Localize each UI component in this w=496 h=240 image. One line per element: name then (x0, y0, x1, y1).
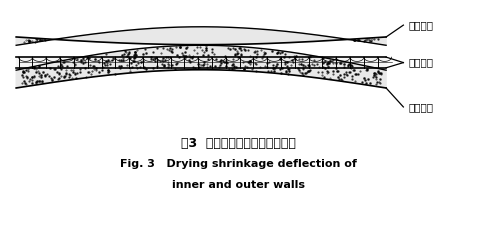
Polygon shape (16, 57, 386, 68)
Polygon shape (16, 27, 386, 45)
Text: 图3  内外叶墙干燥收缩变形示意: 图3 内外叶墙干燥收缩变形示意 (181, 137, 296, 150)
Text: 缓慢干燥: 缓慢干燥 (408, 58, 434, 68)
Text: inner and outer walls: inner and outer walls (172, 180, 305, 191)
Text: Fig. 3   Drying shrinkage deflection of: Fig. 3 Drying shrinkage deflection of (120, 159, 357, 169)
Text: 迅速干燥: 迅速干燥 (408, 102, 434, 112)
Polygon shape (16, 45, 386, 88)
Text: 迅速干燥: 迅速干燥 (408, 20, 434, 30)
